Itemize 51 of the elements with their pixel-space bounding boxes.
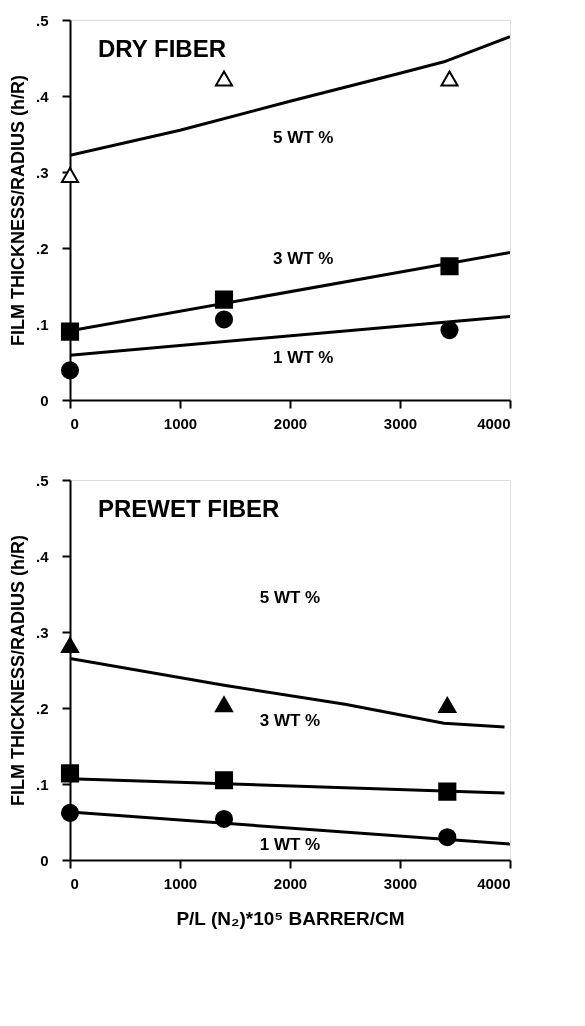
y-tick-label: 0 <box>40 391 49 409</box>
x-tick-label: 3000 <box>383 414 418 432</box>
point <box>214 809 234 829</box>
y-tick-label: .5 <box>35 11 49 29</box>
y-tick-label: .1 <box>35 315 49 333</box>
point <box>60 636 80 653</box>
annotation: 1 WT % <box>272 348 334 368</box>
x-axis-title: P/L (N₂)*10⁵ BARRER/CM <box>176 907 405 929</box>
point <box>214 310 234 329</box>
point <box>214 70 234 87</box>
point <box>60 322 80 341</box>
point <box>438 782 457 801</box>
y-tick-label: .2 <box>35 699 49 717</box>
annotation: 3 WT % <box>259 711 321 731</box>
x-tick-label: 2000 <box>273 874 308 892</box>
annotation: 5 WT % <box>272 127 334 147</box>
y-tick-label: .5 <box>35 471 49 489</box>
x-tick-label: 4000 <box>477 874 511 892</box>
y-tick-label: .3 <box>35 623 49 641</box>
y-tick-label: .2 <box>35 239 49 257</box>
x-tick-label: 3000 <box>383 874 418 892</box>
y-tick-label: .4 <box>35 547 50 565</box>
y-tick-label: 0 <box>40 851 49 869</box>
annotation: 5 WT % <box>259 587 321 607</box>
annotation: 3 WT % <box>272 249 334 269</box>
point <box>214 771 234 790</box>
y-tick-label: .3 <box>35 163 49 181</box>
annotation: 1 WT % <box>259 834 321 854</box>
point <box>60 167 80 184</box>
point <box>440 70 459 87</box>
point <box>214 696 234 713</box>
y-tick-label: .4 <box>35 87 50 105</box>
point <box>60 803 80 822</box>
y-tick-label: .1 <box>35 775 49 793</box>
x-tick-label: 0 <box>70 414 79 432</box>
text: PREWET FIBER <box>98 495 280 522</box>
point <box>438 696 457 713</box>
x-tick-label: 1000 <box>163 874 198 892</box>
point <box>60 361 80 380</box>
y-axis-title: FILM THICKNESS/RADIUS (h/R) <box>7 75 28 346</box>
point <box>438 828 457 847</box>
point <box>440 257 459 276</box>
point <box>214 290 234 309</box>
x-tick-label: 4000 <box>477 414 511 432</box>
text: DRY FIBER <box>98 35 227 62</box>
x-tick-label: 2000 <box>273 414 308 432</box>
x-tick-label: 1000 <box>163 414 198 432</box>
y-axis-title: FILM THICKNESS/RADIUS (h/R) <box>7 535 28 806</box>
point <box>60 764 80 783</box>
x-tick-label: 0 <box>70 874 79 892</box>
point <box>440 321 459 340</box>
